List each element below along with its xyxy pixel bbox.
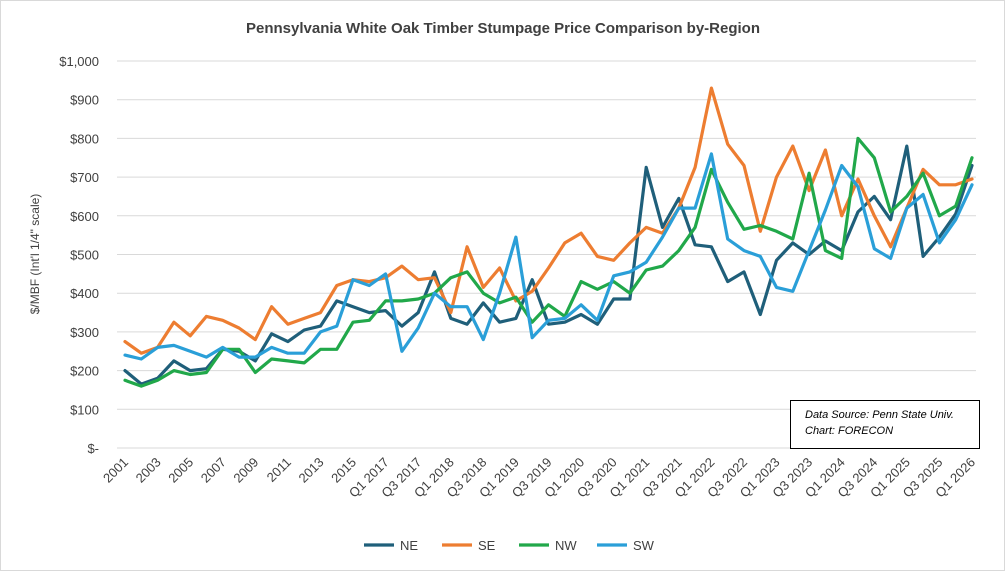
series-lines	[123, 86, 974, 388]
chart-title: Pennsylvania White Oak Timber Stumpage P…	[246, 20, 760, 37]
y-tick-label: $-	[87, 441, 99, 456]
y-tick-label: $1,000	[59, 54, 99, 69]
y-tick-label: $200	[70, 364, 99, 379]
legend: NE SE NW SW	[364, 538, 655, 553]
x-tick-label: 2007	[198, 455, 229, 486]
y-tick-label: $900	[70, 93, 99, 108]
y-tick-label: $600	[70, 209, 99, 224]
x-tick-label: 2011	[264, 455, 294, 485]
series-line-ne	[123, 144, 974, 386]
series-line-se	[123, 86, 974, 355]
y-tick-label: $300	[70, 325, 99, 340]
y-tick-label: $400	[70, 286, 99, 301]
y-tick-label: $500	[70, 248, 99, 263]
y-tick-label: $100	[70, 402, 99, 417]
legend-label-ne: NE	[400, 538, 418, 553]
x-tick-label: 2009	[230, 455, 261, 486]
legend-label-sw: SW	[633, 538, 655, 553]
y-tick-label: $800	[70, 131, 99, 146]
data-source-note: Data Source: Penn State Univ. Chart: FOR…	[790, 400, 980, 449]
x-tick-label: 2013	[296, 455, 327, 486]
x-tick-label: 2005	[165, 455, 196, 486]
x-tick-label: 2001	[100, 455, 131, 486]
gridlines	[117, 60, 976, 449]
series-line-sw	[123, 152, 974, 361]
legend-label-se: SE	[478, 538, 496, 553]
y-tick-labels: $- $100 $200 $300 $400 $500 $600 $700 $800 $900 $1…	[59, 54, 99, 456]
note-line-source: Data Source: Penn State Univ.	[805, 409, 954, 421]
y-axis-label: $/MBF (Int'l 1/4" scale)	[28, 194, 42, 315]
legend-label-nw: NW	[555, 538, 577, 553]
series-line-nw	[123, 136, 974, 388]
y-tick-label: $700	[70, 170, 99, 185]
note-line-chart: Chart: FORECON	[805, 425, 894, 437]
x-tick-label: 2003	[133, 455, 164, 486]
